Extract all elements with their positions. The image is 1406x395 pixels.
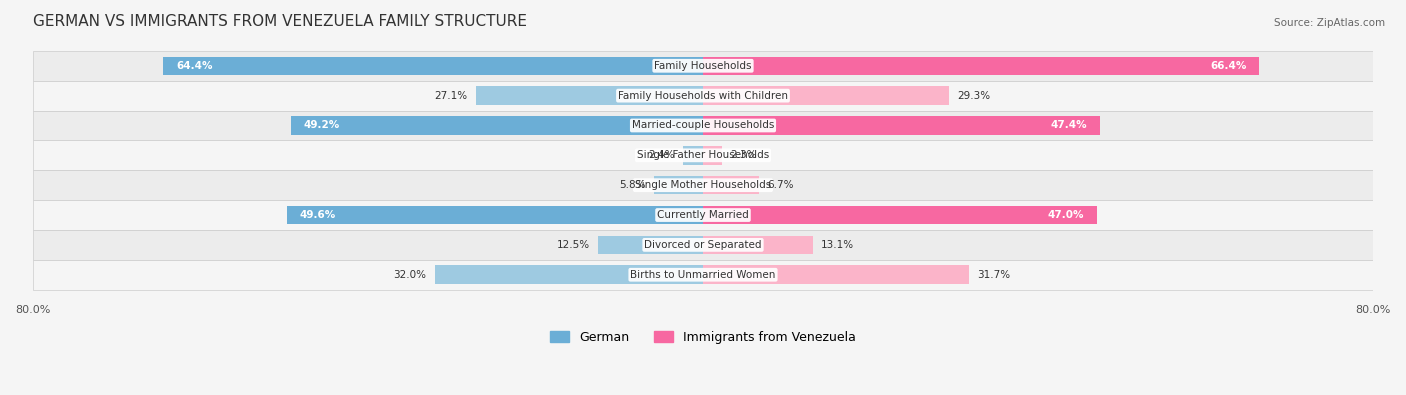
Text: Family Households with Children: Family Households with Children [619,90,787,101]
Bar [703,87,949,105]
Text: 6.7%: 6.7% [768,180,794,190]
Bar [703,176,759,194]
Bar [599,236,703,254]
Bar [703,236,813,254]
Bar [291,116,703,135]
Legend: German, Immigrants from Venezuela: German, Immigrants from Venezuela [546,326,860,349]
Bar [703,56,1260,75]
Text: 32.0%: 32.0% [394,270,426,280]
Bar [287,206,703,224]
Bar [434,265,703,284]
Bar [683,146,703,165]
Bar [32,111,1374,140]
Bar [32,200,1374,230]
Text: 27.1%: 27.1% [434,90,468,101]
Text: 12.5%: 12.5% [557,240,591,250]
Text: 49.6%: 49.6% [299,210,336,220]
Text: Births to Unmarried Women: Births to Unmarried Women [630,270,776,280]
Bar [477,87,703,105]
Text: Divorced or Separated: Divorced or Separated [644,240,762,250]
Text: 13.1%: 13.1% [821,240,855,250]
Text: Single Father Households: Single Father Households [637,150,769,160]
Bar [32,140,1374,170]
Bar [703,146,723,165]
Text: GERMAN VS IMMIGRANTS FROM VENEZUELA FAMILY STRUCTURE: GERMAN VS IMMIGRANTS FROM VENEZUELA FAMI… [32,14,527,29]
Text: 49.2%: 49.2% [304,120,340,130]
Bar [32,260,1374,290]
Text: 5.8%: 5.8% [620,180,645,190]
Text: Married-couple Households: Married-couple Households [631,120,775,130]
Text: 29.3%: 29.3% [957,90,990,101]
Text: Family Households: Family Households [654,61,752,71]
Bar [703,265,969,284]
Text: Single Mother Households: Single Mother Households [636,180,770,190]
Text: Currently Married: Currently Married [657,210,749,220]
Text: 47.4%: 47.4% [1050,120,1088,130]
Text: 31.7%: 31.7% [977,270,1010,280]
Bar [654,176,703,194]
Bar [703,206,1097,224]
Bar [32,51,1374,81]
Bar [703,116,1099,135]
Text: Source: ZipAtlas.com: Source: ZipAtlas.com [1274,18,1385,28]
Text: 66.4%: 66.4% [1211,61,1247,71]
Text: 47.0%: 47.0% [1047,210,1084,220]
Bar [32,230,1374,260]
Bar [32,81,1374,111]
Text: 2.3%: 2.3% [731,150,758,160]
Bar [163,56,703,75]
Text: 64.4%: 64.4% [176,61,212,71]
Bar [32,170,1374,200]
Text: 2.4%: 2.4% [648,150,675,160]
